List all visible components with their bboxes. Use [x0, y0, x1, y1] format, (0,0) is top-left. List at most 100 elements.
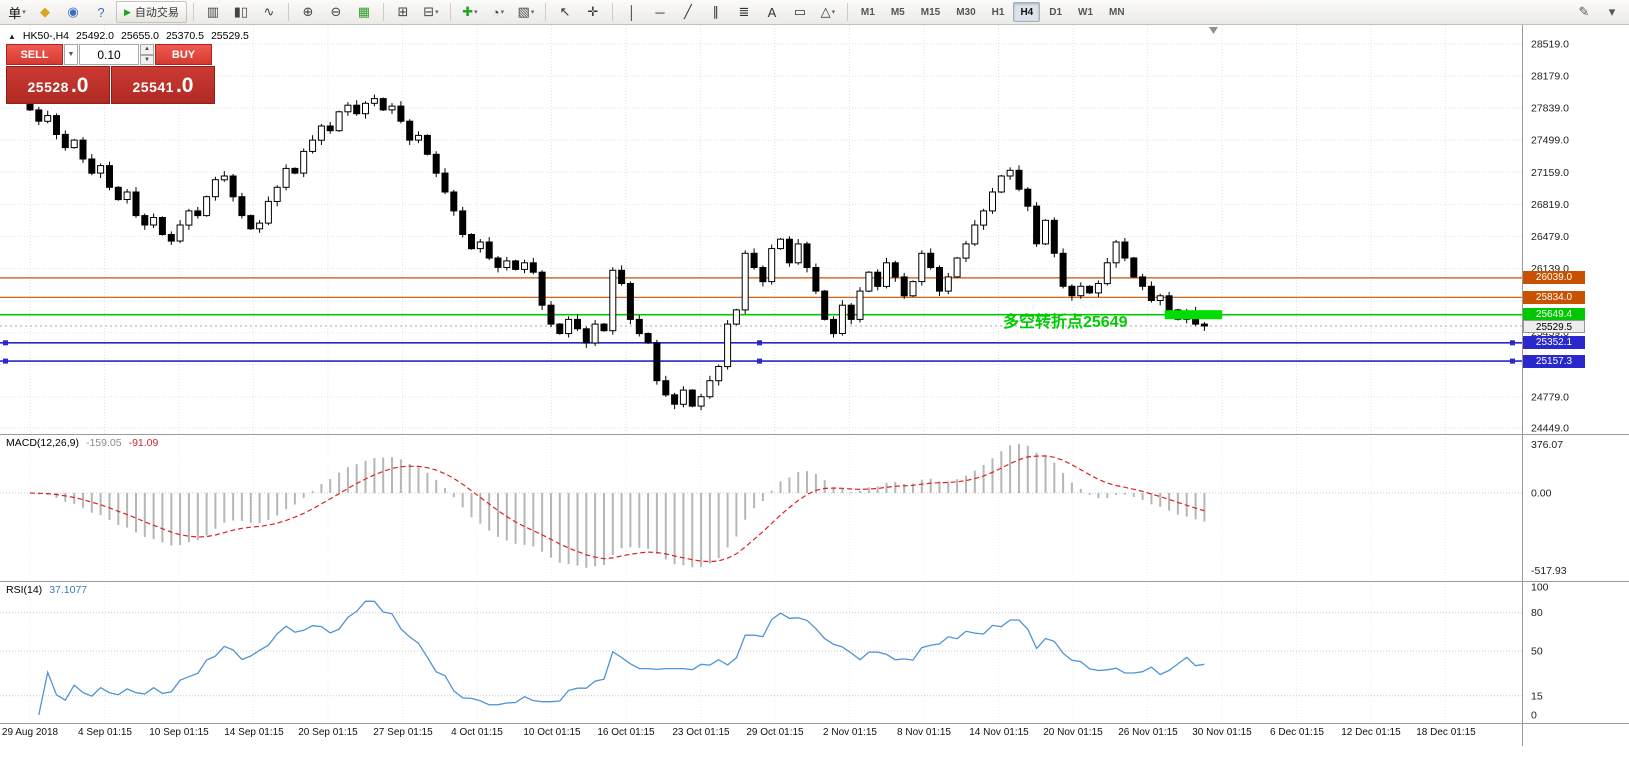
timeframe-button-h1[interactable]: H1 [991, 6, 1005, 18]
dropdown-arrow-icon[interactable]: ▾ [831, 9, 836, 16]
sell-price-display[interactable]: 25528 .0 [6, 66, 110, 104]
rsi-axis-label: 15 [1531, 690, 1543, 702]
crosshair-icon[interactable]: ✛ [580, 1, 606, 23]
candle-body [874, 271, 882, 287]
chevron-down-icon[interactable]: ▾ [1608, 4, 1616, 19]
volume-input[interactable] [79, 44, 139, 65]
collapse-arrow-icon[interactable]: ▲ [8, 31, 16, 41]
timeframe-button-m30[interactable]: M30 [956, 6, 976, 18]
line-handle[interactable] [3, 340, 8, 346]
dropdown-arrow-icon[interactable]: ▾ [435, 9, 439, 16]
indicators-add-icon[interactable]: ✚ ▾ [457, 1, 483, 23]
timeframe-button-m15[interactable]: M15 [920, 6, 941, 18]
channel-icon[interactable]: ∥ [703, 1, 729, 23]
zoom-in-icon[interactable]: ⊕ [295, 1, 321, 23]
candle-body [865, 271, 873, 292]
templates-icon[interactable]: ▧ ▾ [513, 1, 539, 23]
line-handle[interactable] [757, 340, 762, 346]
periods-clock-icon[interactable]: ◔ ▾ [485, 1, 511, 23]
fibonacci-icon[interactable]: ≣ [731, 1, 757, 23]
edit-icon[interactable]: ✎ [1578, 4, 1590, 19]
new-chart-icon[interactable]: ⊟ ▾ [418, 1, 444, 23]
timeframe-button-w1[interactable]: W1 [1078, 6, 1094, 18]
candle-body [785, 238, 793, 264]
templates-icon: ▧ [517, 4, 530, 19]
timeframe-button-d1[interactable]: D1 [1049, 6, 1063, 18]
chart-profiles-icon[interactable]: ◆ [32, 1, 58, 23]
sell-button[interactable]: SELL [6, 44, 63, 65]
main-chart-canvas[interactable]: 28519.0 28179.0 27839.0 27499.0 27159.0 26819… [0, 25, 1629, 434]
highlight-rectangle[interactable] [1164, 310, 1223, 320]
candlestick-type-icon[interactable]: ▮▯ [228, 1, 254, 23]
channel-icon: ∥ [712, 4, 720, 19]
text-icon[interactable]: A [759, 1, 785, 23]
rsi-separator [0, 581, 1629, 582]
zoom-out-icon[interactable]: ⊖ [323, 1, 349, 23]
macd-panel-canvas[interactable]: 376.07 0.00 -517.93 [0, 434, 1629, 581]
candle-body [953, 257, 961, 278]
zoom-out-icon: ⊖ [330, 4, 342, 19]
auto-trading-button[interactable]: ▶ 自动交易 [116, 1, 187, 23]
vertical-line-icon[interactable]: │ [619, 1, 645, 23]
line-handle[interactable] [757, 358, 762, 364]
candle-body [326, 125, 334, 132]
candle-body [35, 109, 43, 122]
line-handle[interactable] [1510, 358, 1515, 364]
shapes-icon[interactable]: △ ▾ [815, 1, 841, 23]
candle-body [803, 243, 811, 268]
label-icon[interactable]: ▭ [787, 1, 813, 23]
tile-windows-icon[interactable]: ⊞ [390, 1, 416, 23]
candle-body [362, 102, 369, 115]
timeframe-button-mn[interactable]: MN [1109, 6, 1125, 18]
time-axis-label: 2 Nov 01:15 [823, 727, 877, 738]
candle-body [1059, 252, 1067, 287]
candle-body [891, 262, 899, 278]
candle-body [220, 175, 228, 181]
trendline-icon: ╱ [684, 4, 692, 19]
cursor-icon[interactable]: ↖ [552, 1, 578, 23]
macd-indicator-label: MACD(12,26,9) -159.05 -91.09 [6, 437, 158, 449]
price-tag: 25649.4 [1523, 308, 1585, 321]
timeframe-button-h4[interactable]: H4 [1013, 2, 1041, 22]
timeframe-button-m5[interactable]: M5 [890, 6, 905, 18]
price-axis-label: 27839.0 [1531, 103, 1569, 115]
rsi-panel-canvas[interactable]: 100 80 50 15 0 [0, 581, 1629, 723]
candle-body [591, 323, 599, 344]
buy-price-display[interactable]: 25541 .0 [111, 66, 215, 104]
line-chart-type-icon[interactable]: ∿ [256, 1, 282, 23]
chart-shift-marker[interactable] [1209, 27, 1218, 34]
candle-body [150, 217, 158, 226]
horizontal-line-icon[interactable]: ─ [647, 1, 673, 23]
rsi-axis-label: 50 [1531, 646, 1543, 658]
dropdown-arrow-icon[interactable]: ▾ [530, 9, 535, 16]
buy-button[interactable]: BUY [155, 44, 212, 65]
dropdown-arrow-icon[interactable]: ▾ [22, 9, 26, 16]
timeframe-button-m1[interactable]: M1 [860, 6, 875, 18]
market-watch-icon[interactable]: ◉ [60, 1, 86, 23]
candle-body [759, 267, 767, 283]
candle-body [300, 150, 308, 174]
candle-body [476, 241, 484, 250]
candle-body [388, 105, 396, 111]
help-guide-icon[interactable]: ? [88, 1, 114, 23]
bar-chart-type-icon[interactable]: ▥ [200, 1, 226, 23]
buy-price-decimal: .0 [175, 74, 194, 97]
new-order-button[interactable]: 单 ▾ [4, 1, 30, 23]
bar-chart-type-icon: ▥ [206, 4, 220, 19]
line-handle[interactable] [1510, 340, 1515, 346]
rsi-axis-label: 0 [1531, 710, 1537, 722]
chart-annotation-text[interactable]: 多空转折点25649 [1003, 314, 1128, 331]
line-handle[interactable] [3, 358, 8, 364]
time-axis-label: 29 Aug 2018 [1, 727, 59, 738]
volume-step-down[interactable]: ▼ [140, 54, 154, 65]
candle-body [697, 396, 705, 407]
market-depth-icon[interactable]: ▦ [351, 1, 377, 23]
volume-dropdown[interactable]: ▼ [64, 44, 78, 65]
time-axis-label: 8 Nov 01:15 [897, 727, 951, 738]
dropdown-arrow-icon[interactable]: ▾ [500, 9, 505, 16]
trendline-icon[interactable]: ╱ [675, 1, 701, 23]
dropdown-arrow-icon[interactable]: ▾ [474, 9, 478, 16]
volume-step-up[interactable]: ▲ [140, 44, 154, 55]
time-axis-label: 20 Sep 01:15 [298, 727, 358, 738]
